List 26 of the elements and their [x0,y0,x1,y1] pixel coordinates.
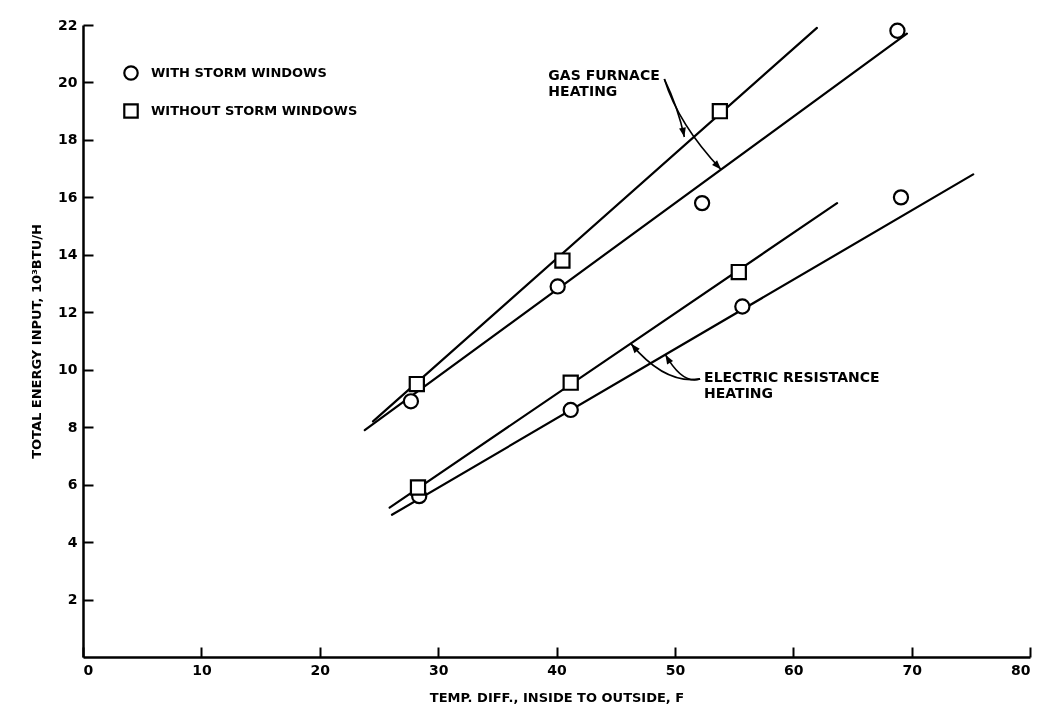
legend-label: WITH STORM WINDOWS [151,65,327,80]
x-tick-label: 50 [665,661,686,678]
x-tick-label: 10 [192,661,212,678]
y-tick-label: 14 [58,246,78,263]
x-tick-label: 40 [547,661,567,678]
y-tick-label: 16 [58,188,78,205]
x-tick-label: 0 [83,661,94,678]
x-tick-label: 70 [902,661,923,678]
y-tick-label: 8 [67,418,78,435]
annotation: GAS FURNACE HEATING [548,67,660,100]
x-axis-title: TEMP. DIFF., INSIDE TO OUTSIDE, F [429,689,685,705]
x-tick-label: 80 [1011,661,1031,678]
x-tick-label: 60 [784,661,804,678]
annotation: ELECTRIC RESISTANCE HEATING [704,368,880,401]
legend-label: WITHOUT STORM WINDOWS [151,103,358,118]
y-axis-title: TOTAL ENERGY INPUT, 10³BTU/H [29,224,45,459]
y-tick-label: 4 [67,533,78,550]
x-tick-label: 30 [428,661,449,678]
y-tick-label: 10 [58,361,78,378]
y-tick-label: 2 [67,591,78,608]
y-tick-label: 12 [58,303,78,320]
y-tick-label: 22 [58,16,78,33]
x-tick-label: 20 [310,661,331,678]
y-tick-label: 20 [58,73,78,90]
y-tick-label: 6 [67,476,78,493]
y-tick-label: 18 [58,131,78,148]
